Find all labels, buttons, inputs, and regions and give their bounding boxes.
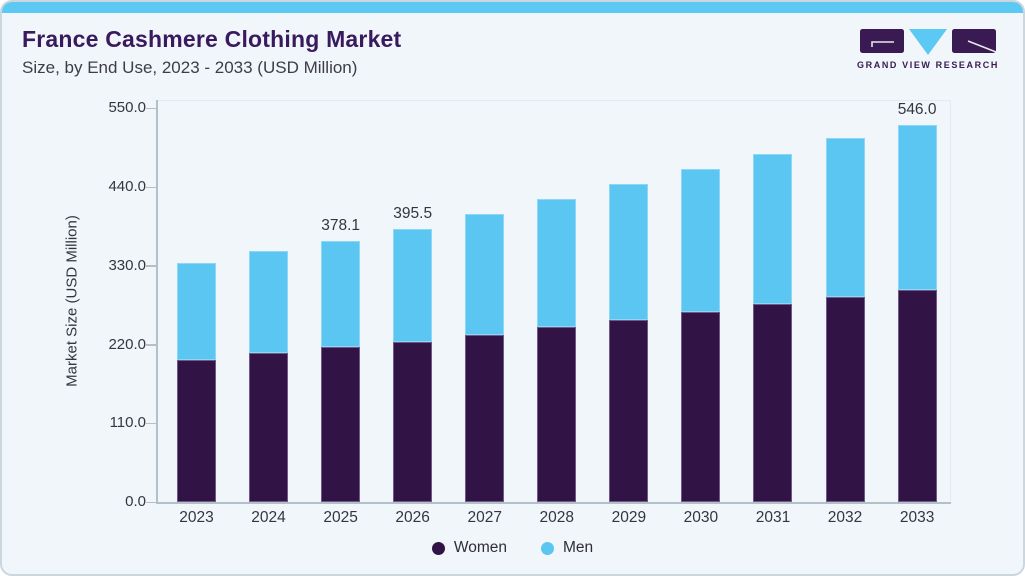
- brand-logo-text: GRAND VIEW RESEARCH: [857, 60, 999, 70]
- bar-group-2025: 378.1: [321, 217, 361, 502]
- x-axis-line: [156, 502, 951, 504]
- bar-segment-women-2024: [249, 352, 289, 502]
- bar-segment-women-2031: [753, 304, 793, 502]
- bar-group-2029: [609, 184, 649, 502]
- page-subtitle: Size, by End Use, 2023 - 2033 (USD Milli…: [22, 58, 358, 77]
- x-tick-label-2031: 2031: [755, 509, 791, 526]
- bar-total-label-2025: 378.1: [321, 216, 361, 234]
- y-tick-label: 0.0: [125, 493, 146, 510]
- page-title: France Cashmere Clothing Market: [22, 26, 402, 52]
- logo-r-icon: [952, 29, 996, 53]
- bar-group-2024: [249, 250, 289, 502]
- brand-logo-marks: [857, 29, 999, 56]
- x-tick-label-2033: 2033: [899, 509, 935, 526]
- x-tick-label-2028: 2028: [539, 509, 575, 526]
- bar-segment-women-2025: [321, 347, 361, 502]
- bar-group-2030: [681, 169, 721, 502]
- legend-label: Women: [453, 539, 507, 556]
- x-tick-label-2030: 2030: [683, 509, 719, 526]
- x-tick-label-2027: 2027: [467, 509, 502, 526]
- bar-segment-men-2024: [249, 250, 289, 353]
- y-tick-mark: [146, 501, 156, 503]
- x-tick-label-2025: 2025: [323, 509, 358, 526]
- x-tick-label-2024: 2024: [251, 509, 286, 526]
- y-tick-label: 550.0: [108, 99, 146, 117]
- legend-swatch-women: [431, 541, 445, 555]
- logo-g-icon: [860, 29, 904, 53]
- chart-legend: Women Men: [2, 539, 1023, 557]
- plot-frame-right: [950, 100, 951, 503]
- x-tick-label-2026: 2026: [395, 509, 430, 526]
- bar-segment-men-2028: [537, 199, 577, 327]
- bar-segment-men-2023: [177, 262, 216, 360]
- x-tick-label-2029: 2029: [611, 509, 647, 526]
- plot-frame-top: [156, 100, 951, 101]
- bar-segment-men-2030: [681, 169, 721, 312]
- x-tick-label-2032: 2032: [827, 509, 863, 526]
- bar-group-2023: [177, 262, 216, 502]
- bar-total-label-2033: 546.0: [897, 100, 937, 118]
- legend-label: Men: [562, 539, 594, 556]
- top-accent-bar: [2, 2, 1023, 13]
- y-axis-title: Market Size (USD Million): [63, 215, 81, 387]
- legend-item-women: Women: [431, 539, 507, 557]
- y-tick-label: 330.0: [108, 256, 146, 274]
- bar-segment-men-2027: [465, 214, 505, 335]
- bar-total-label-2026: 395.5: [393, 204, 433, 222]
- y-tick-label: 110.0: [109, 414, 146, 432]
- bar-segment-women-2032: [825, 297, 865, 502]
- y-tick-mark: [146, 265, 156, 267]
- bar-segment-men-2032: [825, 138, 865, 298]
- bar-segment-women-2026: [393, 341, 433, 502]
- plot-area: 378.1 395.5 546.0: [156, 100, 950, 502]
- y-axis-line: [156, 100, 158, 503]
- bar-segment-men-2026: [393, 228, 433, 342]
- bar-group-2033: 546.0: [897, 101, 937, 502]
- y-tick-label: 220.0: [108, 335, 146, 353]
- bar-segment-women-2033: [897, 290, 937, 502]
- legend-item-men: Men: [540, 539, 594, 557]
- bar-segment-men-2033: [897, 124, 937, 291]
- bar-segment-women-2030: [681, 311, 721, 502]
- logo-v-icon: [909, 29, 947, 55]
- bar-group-2028: [537, 199, 577, 502]
- bar-segment-men-2029: [609, 184, 649, 321]
- bar-group-2032: [825, 138, 865, 502]
- bar-segment-men-2025: [321, 240, 361, 348]
- bar-group-2026: 395.5: [393, 205, 433, 502]
- bar-group-2031: [753, 153, 793, 502]
- bar-segment-women-2029: [609, 320, 649, 502]
- y-tick-mark: [146, 344, 156, 346]
- y-tick-mark: [146, 107, 156, 110]
- y-tick-mark: [146, 422, 156, 425]
- y-tick-mark: [146, 186, 156, 189]
- bar-group-2027: [465, 214, 505, 502]
- y-tick-label: 440.0: [108, 178, 146, 196]
- bar-segment-women-2027: [465, 334, 505, 502]
- brand-logo: GRAND VIEW RESEARCH: [857, 29, 999, 70]
- bar-segment-women-2028: [537, 326, 577, 502]
- bar-segment-men-2031: [753, 153, 793, 305]
- legend-swatch-men: [540, 541, 554, 555]
- x-tick-label-2023: 2023: [179, 509, 214, 526]
- bar-segment-women-2023: [177, 359, 216, 502]
